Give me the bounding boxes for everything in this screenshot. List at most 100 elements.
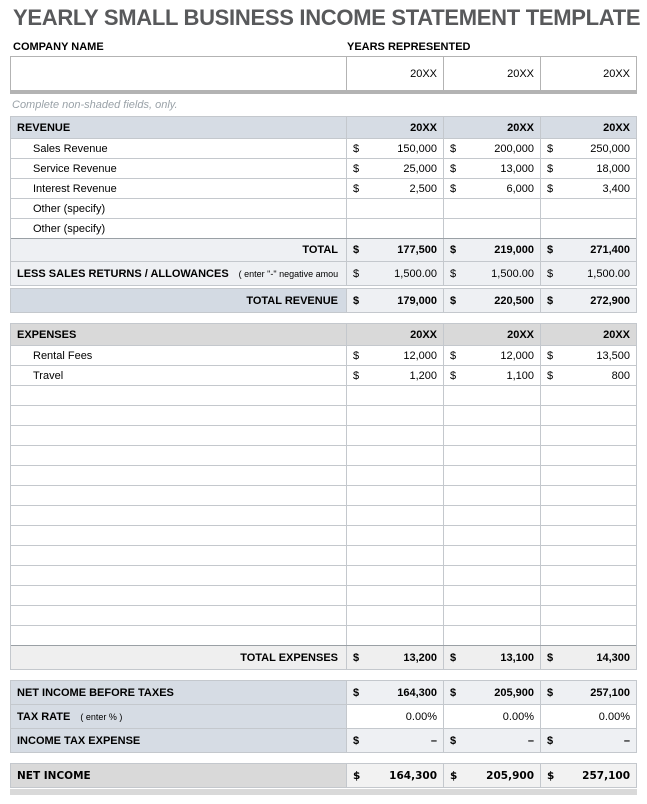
- expenses-empty-row-6-value-0[interactable]: [346, 506, 443, 525]
- expenses-empty-row-9-value-2[interactable]: [540, 566, 636, 585]
- less-sales-returns-value-0[interactable]: $1,500.00: [346, 262, 443, 285]
- revenue-row-0-label[interactable]: Sales Revenue: [33, 142, 108, 155]
- expenses-empty-row-11-value-0[interactable]: [346, 606, 443, 625]
- revenue-row-4-value-2[interactable]: [540, 219, 636, 238]
- expenses-empty-row-4-value-2[interactable]: [540, 466, 636, 485]
- expenses-row-1-value-2[interactable]: $800: [540, 366, 636, 385]
- expenses-empty-row-5-value-1[interactable]: [443, 486, 540, 505]
- year-input-1[interactable]: 20XX: [443, 57, 540, 90]
- expenses-empty-row-8-value-0[interactable]: [346, 546, 443, 565]
- expenses-empty-row-10-value-2[interactable]: [540, 586, 636, 605]
- total-revenue-value-2: $272,900: [540, 289, 636, 312]
- revenue-header-label: REVENUE: [17, 121, 71, 134]
- less-sales-returns-value-1[interactable]: $1,500.00: [443, 262, 540, 285]
- dollar-sign: $: [353, 182, 360, 195]
- expenses-empty-row-3-value-0[interactable]: [346, 446, 443, 465]
- revenue-row-4-value-0[interactable]: [346, 219, 443, 238]
- expenses-empty-row-7-value-0[interactable]: [346, 526, 443, 545]
- expenses-empty-row-0-label[interactable]: [11, 386, 346, 405]
- expenses-row-0-value-2[interactable]: $13,500: [540, 346, 636, 365]
- revenue-row-2-value-2[interactable]: $3,400: [540, 179, 636, 198]
- dollar-sign: $: [450, 686, 457, 699]
- dollar-sign: $: [547, 142, 554, 155]
- expenses-empty-row-8-value-2[interactable]: [540, 546, 636, 565]
- expenses-empty-row-12-label[interactable]: [11, 626, 346, 645]
- expenses-empty-row-12-value-0[interactable]: [346, 626, 443, 645]
- net-income-label: NET INCOME: [11, 764, 346, 787]
- revenue-row-3-label[interactable]: Other (specify): [33, 202, 106, 215]
- expenses-empty-row-11-value-1[interactable]: [443, 606, 540, 625]
- expenses-row-1-label[interactable]: Travel: [33, 369, 64, 382]
- expenses-empty-row-7-value-1[interactable]: [443, 526, 540, 545]
- expenses-empty-row-10-label[interactable]: [11, 586, 346, 605]
- revenue-row-4-value-1[interactable]: [443, 219, 540, 238]
- expenses-empty-row-0-value-2[interactable]: [540, 386, 636, 405]
- expenses-empty-row-8-label[interactable]: [11, 546, 346, 565]
- expenses-empty-row-10-value-0[interactable]: [346, 586, 443, 605]
- expenses-empty-row-6-value-2[interactable]: [540, 506, 636, 525]
- revenue-row-1-value-1[interactable]: $13,000: [443, 159, 540, 178]
- expenses-row-1-value-0[interactable]: $1,200: [346, 366, 443, 385]
- expenses-empty-row-4-value-0[interactable]: [346, 466, 443, 485]
- expenses-empty-row-1-value-2[interactable]: [540, 406, 636, 425]
- year-input-0[interactable]: 20XX: [346, 57, 443, 90]
- revenue-row-2-label[interactable]: Interest Revenue: [33, 182, 117, 195]
- expenses-empty-row-10-value-1[interactable]: [443, 586, 540, 605]
- expenses-row-0-label[interactable]: Rental Fees: [33, 349, 93, 362]
- expenses-empty-row-2-value-1[interactable]: [443, 426, 540, 445]
- revenue-row-3-value-0[interactable]: [346, 199, 443, 218]
- revenue-row-0-value-0[interactable]: $150,000: [346, 139, 443, 158]
- expenses-empty-row-3-value-1[interactable]: [443, 446, 540, 465]
- expenses-empty-row-0-value-0[interactable]: [346, 386, 443, 405]
- revenue-row-2-value-1[interactable]: $6,000: [443, 179, 540, 198]
- expenses-empty-row-7-value-2[interactable]: [540, 526, 636, 545]
- expenses-empty-row-9-value-0[interactable]: [346, 566, 443, 585]
- expenses-empty-row-11-label[interactable]: [11, 606, 346, 625]
- tax-rate-value-0[interactable]: 0.00%: [346, 705, 443, 728]
- expenses-empty-row-5-label[interactable]: [11, 486, 346, 505]
- less-sales-returns-value-2[interactable]: $1,500.00: [540, 262, 636, 285]
- tax-rate-value-1[interactable]: 0.00%: [443, 705, 540, 728]
- expenses-empty-row-11-value-2[interactable]: [540, 606, 636, 625]
- expenses-empty-row-2-label[interactable]: [11, 426, 346, 445]
- table-row: [11, 405, 636, 425]
- expenses-empty-row-5-value-0[interactable]: [346, 486, 443, 505]
- expenses-empty-row-1-label[interactable]: [11, 406, 346, 425]
- revenue-row-2-value-0[interactable]: $2,500: [346, 179, 443, 198]
- expenses-empty-row-7-label[interactable]: [11, 526, 346, 545]
- expenses-empty-row-0-value-1[interactable]: [443, 386, 540, 405]
- expenses-empty-row-4-value-1[interactable]: [443, 466, 540, 485]
- revenue-row-0-value-1[interactable]: $200,000: [443, 139, 540, 158]
- revenue-row-1-label[interactable]: Service Revenue: [33, 162, 117, 175]
- expenses-empty-row-12-value-2[interactable]: [540, 626, 636, 645]
- revenue-row-1-value-2[interactable]: $18,000: [540, 159, 636, 178]
- expenses-empty-row-8-value-1[interactable]: [443, 546, 540, 565]
- expenses-empty-row-1-value-0[interactable]: [346, 406, 443, 425]
- total-revenue-value-0: $179,000: [346, 289, 443, 312]
- year-input-2[interactable]: 20XX: [540, 57, 636, 90]
- expenses-empty-row-9-value-1[interactable]: [443, 566, 540, 585]
- expenses-empty-row-9-label[interactable]: [11, 566, 346, 585]
- revenue-total-value-1: $219,000: [443, 239, 540, 261]
- revenue-row-3-value-1[interactable]: [443, 199, 540, 218]
- expenses-empty-row-6-label[interactable]: [11, 506, 346, 525]
- revenue-row-0-value-2[interactable]: $250,000: [540, 139, 636, 158]
- tax-rate-value-2[interactable]: 0.00%: [540, 705, 636, 728]
- dollar-sign: $: [450, 769, 458, 782]
- revenue-row-1-value-0[interactable]: $25,000: [346, 159, 443, 178]
- revenue-row-4-label[interactable]: Other (specify): [33, 222, 106, 235]
- expenses-row-0-value-0[interactable]: $12,000: [346, 346, 443, 365]
- expenses-empty-row-2-value-2[interactable]: [540, 426, 636, 445]
- revenue-row-3-value-2[interactable]: [540, 199, 636, 218]
- expenses-empty-row-3-value-2[interactable]: [540, 446, 636, 465]
- expenses-empty-row-12-value-1[interactable]: [443, 626, 540, 645]
- expenses-empty-row-4-label[interactable]: [11, 466, 346, 485]
- company-name-input[interactable]: [11, 57, 346, 90]
- expenses-row-0-value-1[interactable]: $12,000: [443, 346, 540, 365]
- expenses-empty-row-1-value-1[interactable]: [443, 406, 540, 425]
- expenses-empty-row-6-value-1[interactable]: [443, 506, 540, 525]
- expenses-row-1-value-1[interactable]: $1,100: [443, 366, 540, 385]
- expenses-empty-row-3-label[interactable]: [11, 446, 346, 465]
- expenses-empty-row-5-value-2[interactable]: [540, 486, 636, 505]
- expenses-empty-row-2-value-0[interactable]: [346, 426, 443, 445]
